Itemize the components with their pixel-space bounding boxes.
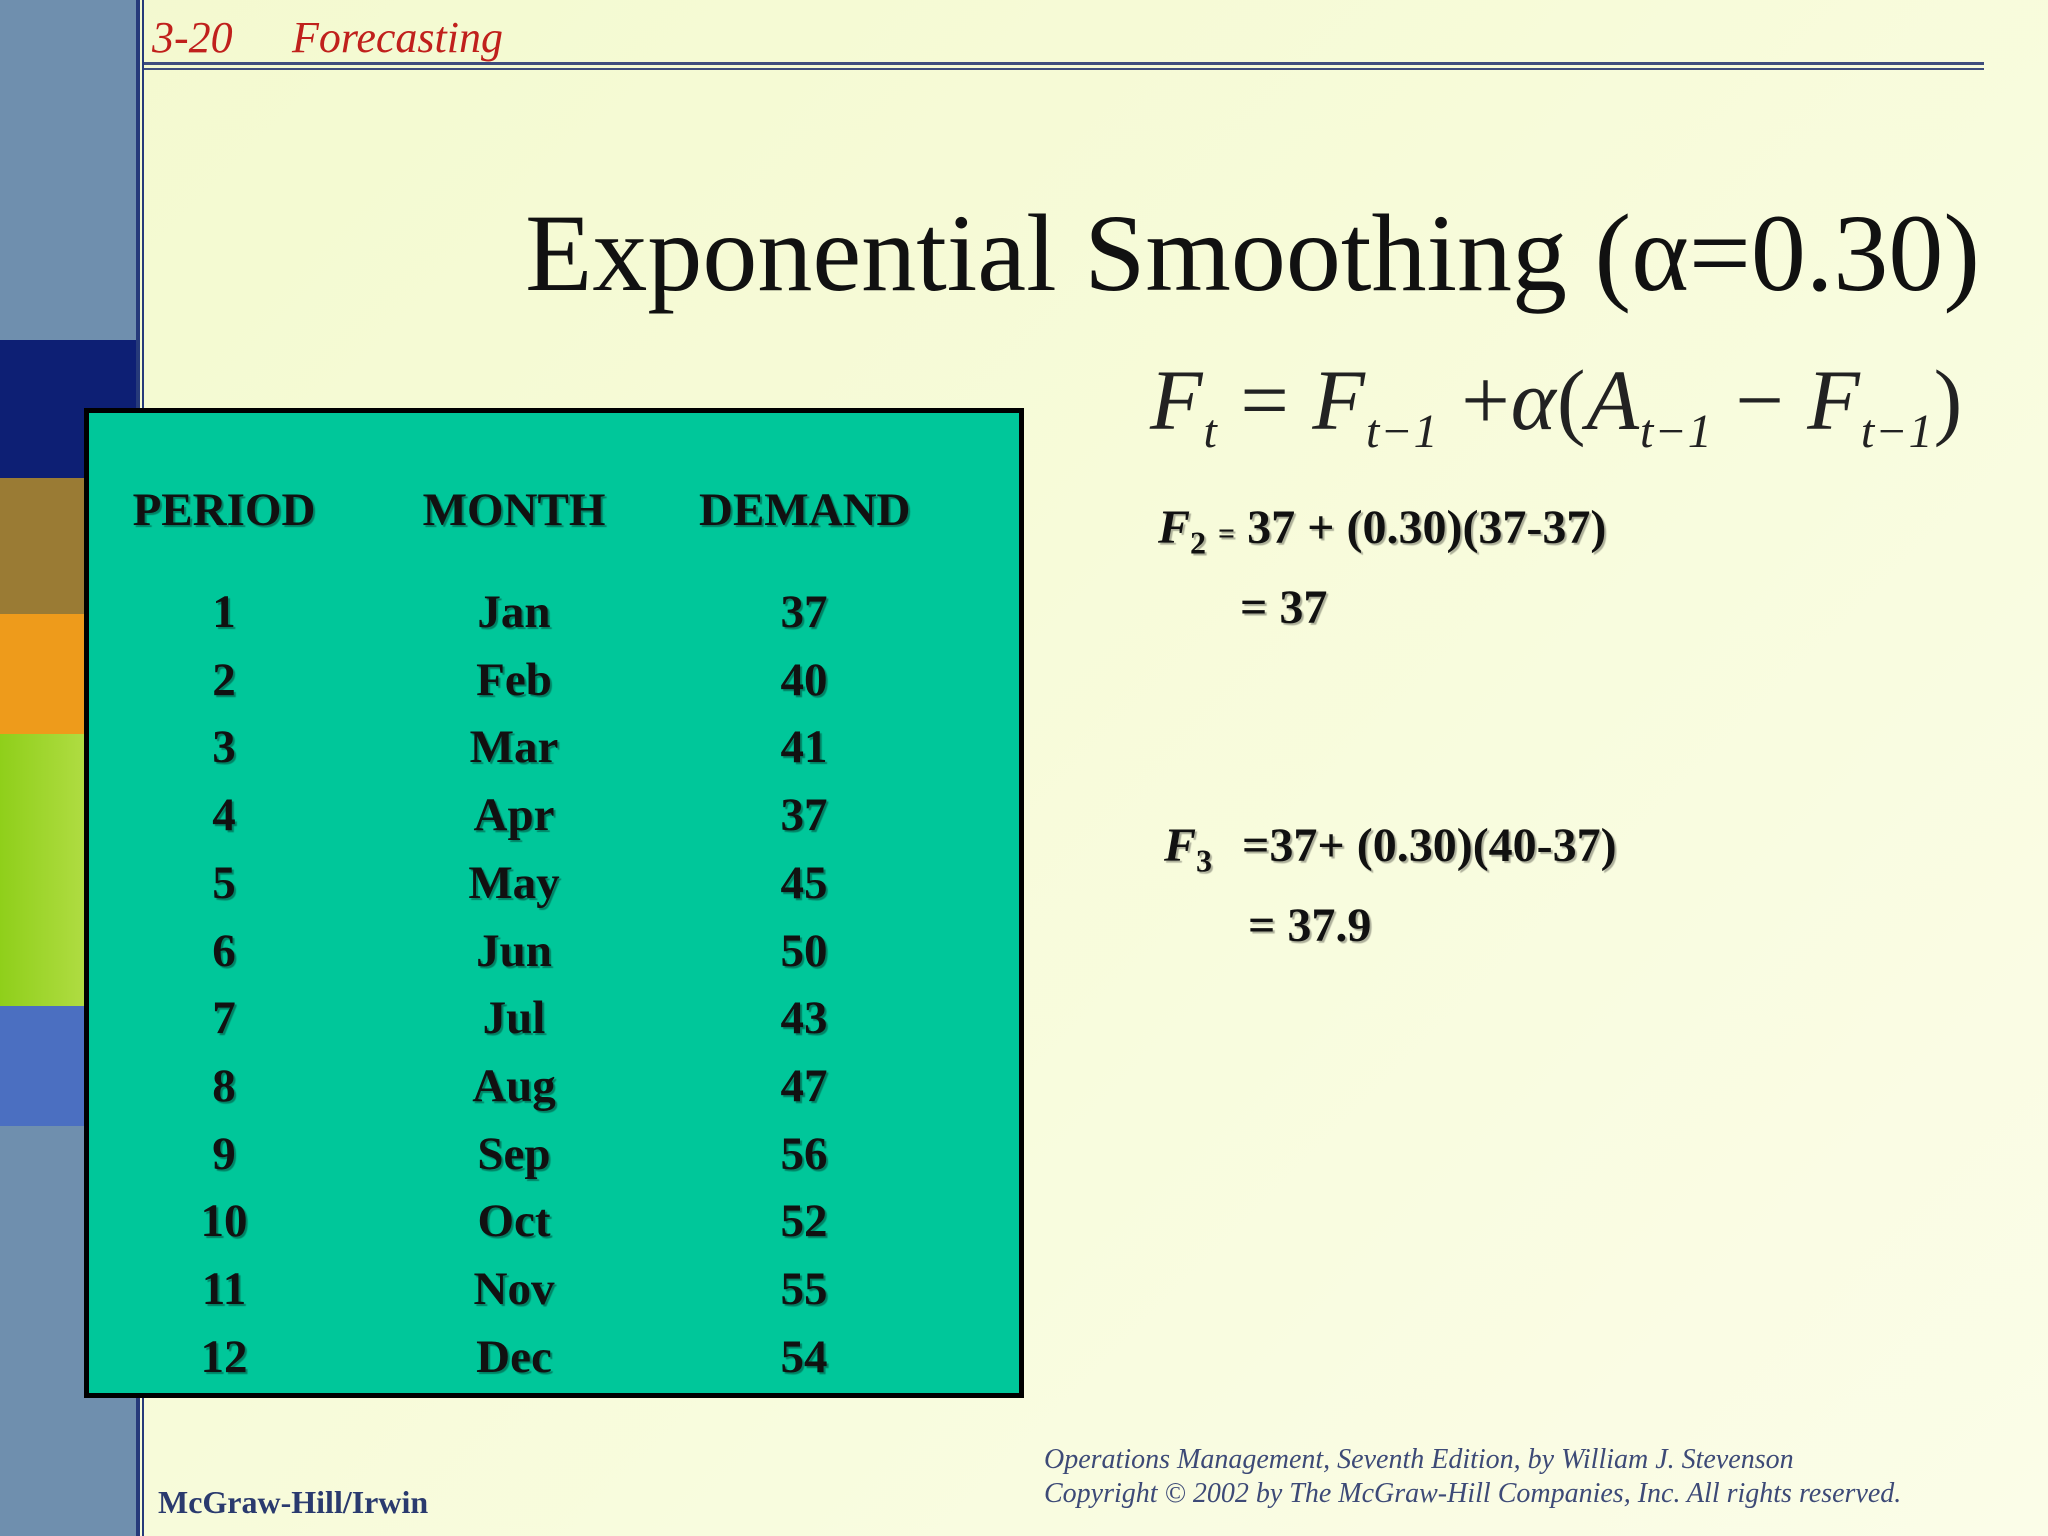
period-cell: 1 xyxy=(212,586,236,638)
slide-number: 3-20 xyxy=(152,13,233,62)
month-cell: Jun xyxy=(476,924,552,977)
section-title: Forecasting xyxy=(292,13,503,62)
formula-subscript: t−1 xyxy=(1860,405,1934,459)
month-cell: Aug xyxy=(472,1059,556,1112)
calc-symbol: F xyxy=(1158,501,1191,554)
formula-term: F xyxy=(1150,352,1204,448)
demand-cell: 54 xyxy=(780,1330,828,1383)
calc-f3-line: F3 =37+ (0.30)(40-37) xyxy=(1164,818,1617,880)
month-cell: Sep xyxy=(477,1127,551,1180)
formula-subscript: t−1 xyxy=(1640,405,1713,459)
header-rule xyxy=(144,68,1984,70)
demand-cell: 56 xyxy=(780,1127,828,1180)
month-cell: Jan xyxy=(477,586,551,638)
citation-line: Operations Management, Seventh Edition, … xyxy=(1044,1444,1794,1475)
page-title: Exponential Smoothing (α=0.30) xyxy=(525,192,1980,314)
period-cell: 9 xyxy=(212,1127,236,1180)
formula-operator: − xyxy=(1735,352,1785,448)
calc-subscript: 3 xyxy=(1196,842,1213,879)
demand-cell: 41 xyxy=(780,721,828,774)
demand-cell: 47 xyxy=(780,1059,828,1112)
header-rule xyxy=(144,62,1984,65)
period-cell: 7 xyxy=(212,992,236,1045)
column-header-month: MONTH xyxy=(422,484,606,536)
formula-subscript: t xyxy=(1203,405,1218,459)
formula-operator: = xyxy=(1240,352,1290,448)
calc-equals: = xyxy=(1218,517,1236,550)
calc-expression: =37+ (0.30)(40-37) xyxy=(1242,819,1617,872)
month-cell: Nov xyxy=(473,1263,555,1315)
period-cell: 4 xyxy=(212,789,236,842)
formula-operator: + xyxy=(1461,352,1511,448)
period-cell: 6 xyxy=(212,924,236,977)
smoothing-formula: Ft = Ft−1 +α(At−1 − Ft−1) xyxy=(1150,350,1963,459)
month-cell: Jul xyxy=(482,992,546,1045)
publisher-label: McGraw-Hill/Irwin xyxy=(158,1484,429,1520)
formula-operator: ) xyxy=(1933,352,1964,448)
month-cell: Mar xyxy=(469,721,559,774)
formula-term: A xyxy=(1586,352,1641,448)
demand-cell: 37 xyxy=(780,586,828,638)
calc-subscript: 2 xyxy=(1190,524,1207,561)
column-header-demand: DEMAND xyxy=(699,484,911,536)
demand-table: PERIOD MONTH DEMAND 1 Jan 37 2 Feb 40 3 Mar 41 4 A… xyxy=(84,408,1024,1398)
period-cell: 2 xyxy=(212,653,236,706)
period-cell: 8 xyxy=(212,1059,236,1112)
calc-f2-result: = 37 xyxy=(1240,581,1328,634)
column-header-period: PERIOD xyxy=(132,484,316,536)
period-cell: 5 xyxy=(212,856,236,909)
formula-term: α xyxy=(1510,352,1557,448)
period-cell: 10 xyxy=(200,1195,248,1248)
formula-subscript: t−1 xyxy=(1365,405,1439,459)
formula-term: F xyxy=(1312,352,1366,448)
calc-expression: 37 + (0.30)(37-37) xyxy=(1247,501,1607,554)
demand-cell: 45 xyxy=(780,856,828,909)
demand-cell: 52 xyxy=(780,1195,828,1248)
calc-f2-line: F2 = 37 + (0.30)(37-37) xyxy=(1158,500,1606,562)
month-cell: Oct xyxy=(477,1195,551,1248)
demand-cell: 55 xyxy=(780,1263,828,1315)
formula-term: F xyxy=(1807,352,1861,448)
demand-cell: 40 xyxy=(780,653,828,706)
period-cell: 3 xyxy=(212,721,236,774)
calc-f3-result: = 37.9 xyxy=(1248,899,1372,952)
citation-line: Copyright © 2002 by The McGraw-Hill Comp… xyxy=(1044,1478,1902,1509)
formula-operator: ( xyxy=(1556,352,1587,448)
demand-cell: 43 xyxy=(780,992,828,1045)
demand-cell: 50 xyxy=(780,924,828,977)
month-cell: Apr xyxy=(473,789,555,842)
month-cell: May xyxy=(468,856,560,909)
period-cell: 11 xyxy=(201,1263,247,1315)
month-cell: Feb xyxy=(476,653,552,706)
month-cell: Dec xyxy=(476,1330,552,1383)
demand-cell: 37 xyxy=(780,789,828,842)
period-cell: 12 xyxy=(200,1330,248,1383)
calc-symbol: F xyxy=(1164,819,1197,872)
